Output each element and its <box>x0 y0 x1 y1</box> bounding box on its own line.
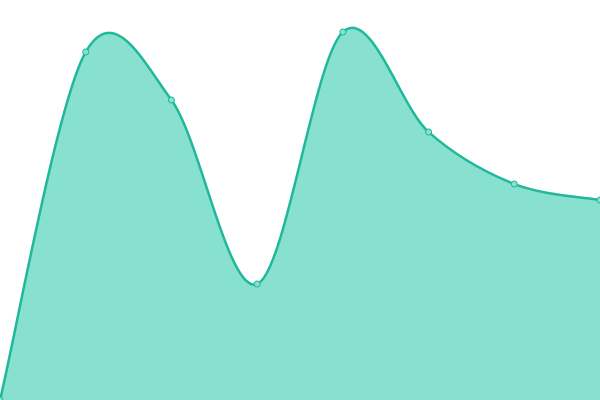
area-fill <box>0 28 600 400</box>
data-point <box>510 180 518 188</box>
area-line <box>0 26 600 400</box>
data-point <box>0 396 4 400</box>
data-point <box>425 128 433 136</box>
data-point <box>167 96 175 104</box>
data-point <box>253 280 261 288</box>
data-point <box>82 48 90 56</box>
data-point <box>339 28 347 36</box>
data-point <box>596 196 600 204</box>
